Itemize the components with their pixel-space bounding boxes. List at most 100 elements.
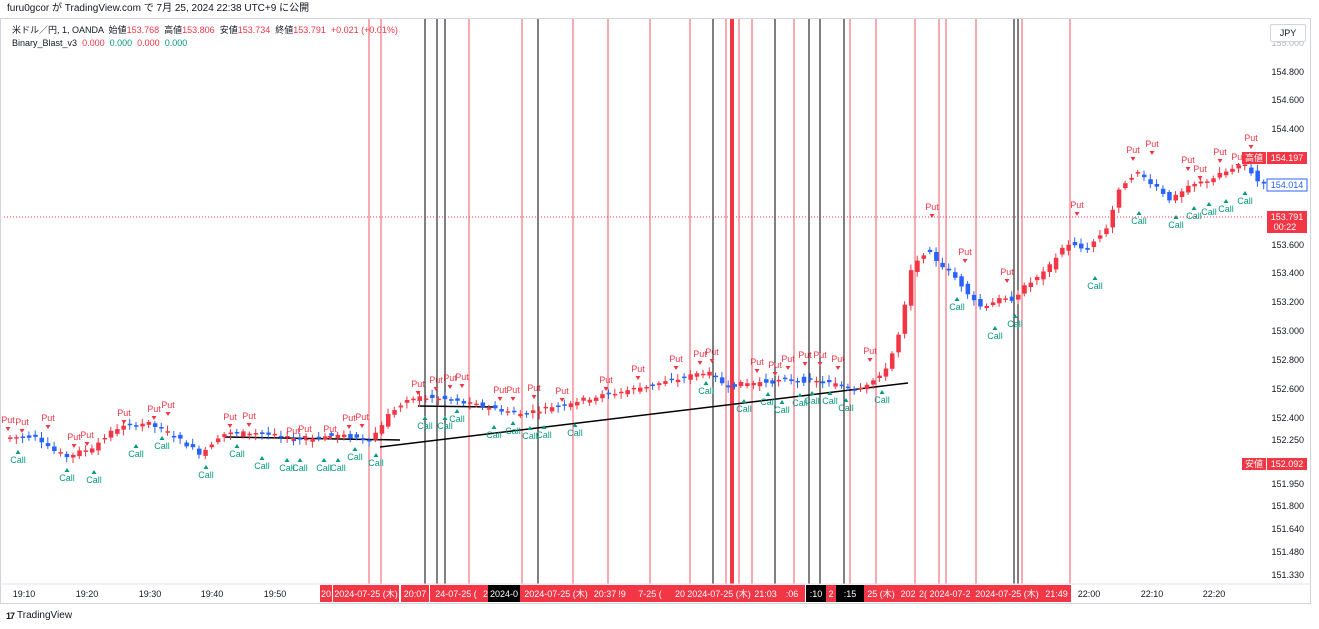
- candle-body: [64, 453, 70, 458]
- put-signal-label: Put: [527, 383, 541, 393]
- call-signal-label: Call: [536, 430, 552, 440]
- candle-body: [1123, 183, 1128, 189]
- candle-body: [713, 375, 719, 378]
- candle-body: [726, 385, 731, 388]
- call-signal-label: Call: [229, 449, 245, 459]
- candle-body: [304, 438, 309, 441]
- call-signal-label: Call: [522, 431, 538, 441]
- currency-button[interactable]: JPY: [1270, 24, 1306, 42]
- call-signal-label: Call: [949, 302, 965, 312]
- put-signal-label: Put: [1244, 133, 1258, 143]
- indicator-name[interactable]: Binary_Blast_v3: [12, 38, 78, 48]
- call-arrow-icon: [234, 444, 240, 448]
- time-highlight-label: 21:49: [1045, 589, 1068, 599]
- candle-body: [272, 433, 278, 436]
- put-arrow-icon: [447, 385, 453, 389]
- candle-body: [556, 405, 561, 407]
- call-arrow-icon: [442, 416, 448, 420]
- put-signal-label: Put: [80, 430, 94, 440]
- price-tick-label-clipped: 155.000: [1271, 38, 1304, 48]
- candle-body: [386, 414, 391, 427]
- put-arrow-icon: [346, 425, 352, 429]
- put-arrow-icon: [1074, 212, 1080, 216]
- call-signal-label: Call: [417, 421, 433, 431]
- time-highlight-box: [320, 585, 332, 602]
- candle-body: [978, 298, 983, 307]
- time-tick-label: 19:30: [139, 589, 162, 599]
- put-arrow-icon: [290, 438, 296, 442]
- candle-body: [197, 448, 202, 455]
- candle-body: [178, 434, 183, 439]
- candle-body: [940, 262, 945, 268]
- call-signal-label: Call: [254, 461, 270, 471]
- candle-body: [348, 434, 353, 439]
- call-signal-label: Call: [1131, 216, 1147, 226]
- candle-body: [1217, 172, 1223, 178]
- call-signal-label: Call: [1168, 220, 1184, 230]
- put-arrow-icon: [45, 425, 51, 429]
- put-signal-label: Put: [411, 379, 425, 389]
- time-highlight-box: [1042, 585, 1071, 602]
- price-label-countdown: 00:22: [1274, 222, 1297, 232]
- candle-body: [871, 380, 876, 385]
- candle-body: [801, 376, 807, 383]
- candle-body: [1230, 168, 1235, 172]
- put-signal-label: Put: [768, 360, 782, 370]
- price-axis[interactable]: 154.800154.600154.400154.200153.600153.4…: [1271, 38, 1304, 580]
- put-arrow-icon: [327, 436, 333, 440]
- candle-body: [1016, 294, 1021, 300]
- price-tick-label: 151.950: [1271, 479, 1304, 489]
- price-tick-label: 154.800: [1271, 67, 1304, 77]
- price-label-box: [1267, 152, 1307, 164]
- time-highlight-box: [752, 585, 779, 602]
- candle-body: [530, 410, 536, 414]
- put-arrow-icon: [772, 372, 778, 376]
- put-signal-label: Put: [599, 375, 613, 385]
- time-highlight-box: [826, 585, 836, 602]
- candle-body: [770, 380, 775, 384]
- time-tick-label: 19:10: [13, 589, 36, 599]
- candle-body: [1110, 209, 1115, 228]
- put-signal-label: Put: [1126, 145, 1140, 155]
- legend-open-label: 始値: [108, 25, 127, 35]
- call-signal-label: Call: [368, 458, 384, 468]
- time-axis[interactable]: 19:10 19:20 19:30 19:40 19:50 22:00 22:10 22:20…: [0, 583, 1311, 602]
- time-highlight-box: [836, 585, 864, 602]
- candle-body: [310, 438, 315, 442]
- call-signal-label: Call: [437, 421, 453, 431]
- call-signal-label: Call: [1237, 196, 1253, 206]
- tradingview-logo-icon: 17: [6, 611, 15, 621]
- time-highlight-label: 24-07-25 (: [435, 589, 477, 599]
- legend-symbol[interactable]: 米ドル／円, 1, OANDA: [12, 25, 104, 35]
- time-tick-label: 19:50: [264, 589, 287, 599]
- footer: 17 TradingView: [6, 609, 72, 623]
- candle-body: [593, 397, 599, 401]
- call-arrow-icon: [203, 465, 209, 469]
- chart-frame[interactable]: [0, 18, 1311, 604]
- call-signal-label: Call: [316, 463, 332, 473]
- put-signal-label: Put: [813, 350, 827, 360]
- call-arrow-icon: [91, 470, 97, 474]
- put-arrow-icon: [151, 416, 157, 420]
- call-signal-label: Call: [292, 463, 308, 473]
- call-arrow-icon: [827, 391, 833, 395]
- candle-body: [1223, 171, 1229, 176]
- candle-body: [449, 399, 454, 401]
- candle-body: [625, 390, 630, 395]
- call-arrow-icon: [491, 425, 497, 429]
- candle-body: [896, 334, 901, 353]
- candle-body: [965, 283, 971, 295]
- candle-body: [694, 373, 700, 377]
- price-label-box: [1267, 211, 1307, 233]
- candle-body: [1060, 247, 1065, 255]
- put-signal-label: Put: [161, 400, 175, 410]
- time-highlight-label: :10: [810, 589, 823, 599]
- candle-body: [827, 379, 832, 383]
- time-highlight-label: !9: [618, 589, 626, 599]
- call-signal-label: Call: [128, 449, 144, 459]
- call-arrow-icon: [992, 326, 998, 330]
- call-signal-label: Call: [10, 455, 26, 465]
- candle-body: [209, 444, 215, 448]
